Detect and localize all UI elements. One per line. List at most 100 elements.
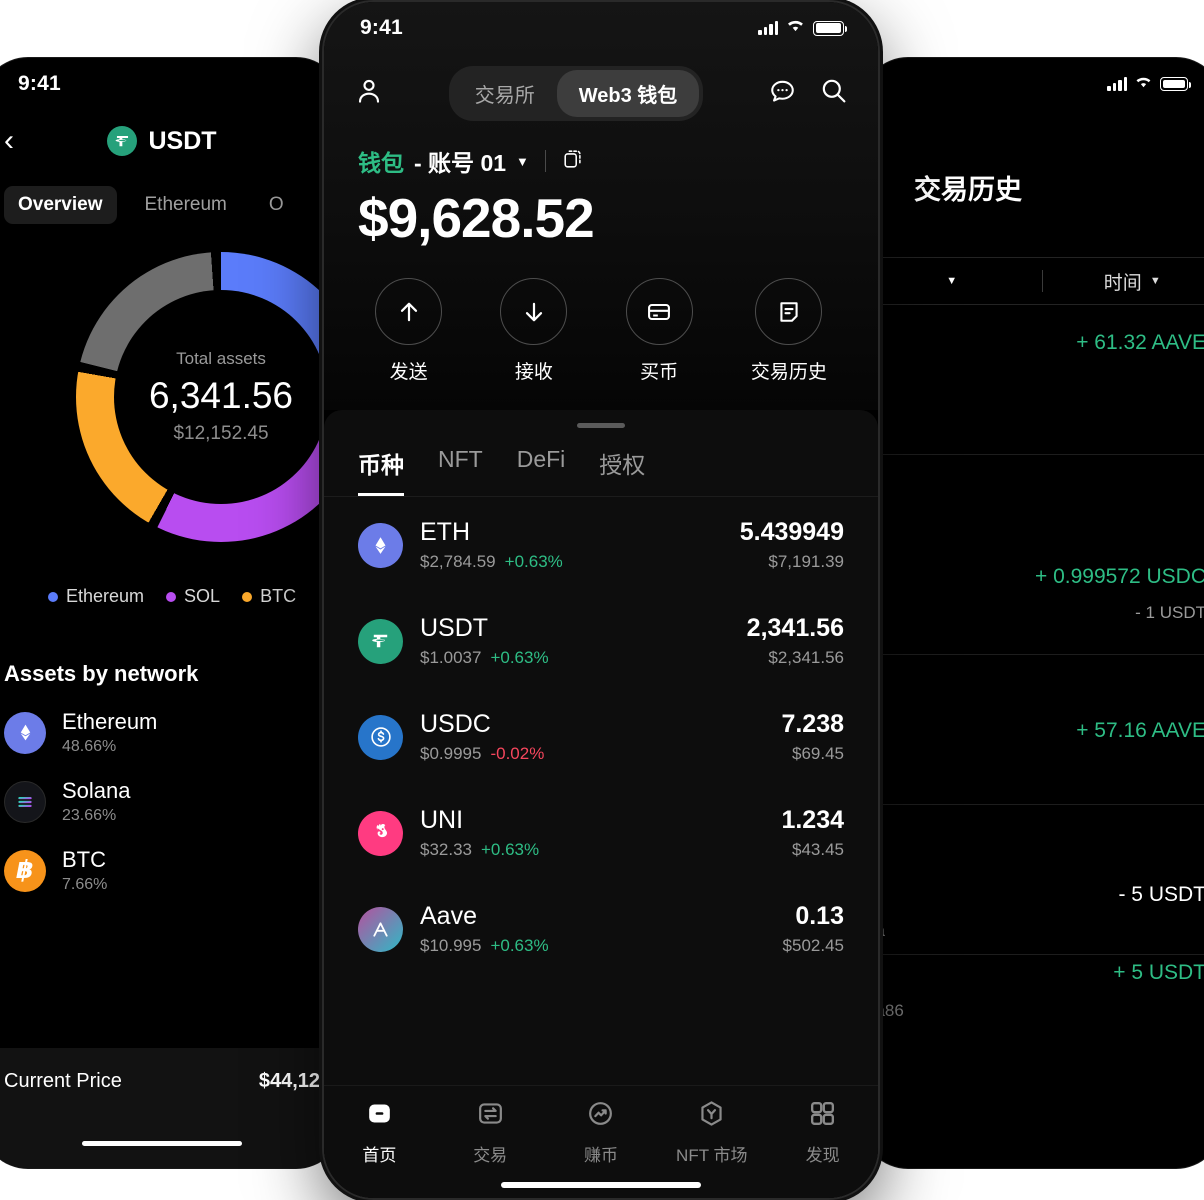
table-row[interactable]: + 57.16 AAVE bbox=[862, 655, 1204, 805]
network-row-solana[interactable]: Solana 23.66% bbox=[0, 756, 342, 825]
legend-label: BTC bbox=[260, 586, 297, 606]
token-balance: 5.439949 $7,191.39 bbox=[740, 518, 844, 572]
list-item[interactable]: USDT $1.0037 +0.63% 2,341.56 $2,341.56 bbox=[324, 593, 878, 689]
tx-amount: + 5 USDT bbox=[1113, 961, 1204, 984]
action-buy[interactable]: 买币 bbox=[625, 278, 693, 384]
arrow-up-icon bbox=[375, 278, 443, 345]
home-icon bbox=[364, 1098, 395, 1134]
quick-actions: 发送 接收 买币 bbox=[324, 250, 878, 402]
tab-overview[interactable]: Overview bbox=[4, 186, 117, 224]
bitcoin-icon: ฿ bbox=[4, 849, 46, 892]
nav-discover[interactable]: 发现 bbox=[775, 1098, 871, 1166]
nav-trade[interactable]: 交易 bbox=[442, 1098, 538, 1166]
segment-web3-wallet[interactable]: Web3 钱包 bbox=[556, 69, 700, 117]
donut-legend: Ethereum SOL BTC bbox=[0, 574, 342, 607]
table-row[interactable]: - 5 USDT 0a bbox=[862, 805, 1204, 955]
tab-coins[interactable]: 币种 bbox=[358, 446, 404, 496]
token-info: UNI $32.33 +0.63% bbox=[420, 806, 781, 860]
status-icons bbox=[758, 18, 847, 38]
network-name: Ethereum bbox=[62, 709, 158, 734]
list-item[interactable]: USDC $0.9995 -0.02% 7.238 $69.45 bbox=[324, 689, 878, 785]
tab-ethereum[interactable]: Ethereum bbox=[144, 194, 227, 215]
nav-label: 交易 bbox=[473, 1146, 508, 1165]
legend-item-sol: SOL bbox=[166, 586, 220, 607]
list-item[interactable]: UNI $32.33 +0.63% 1.234 $43.45 bbox=[324, 785, 878, 881]
token-price-row: $2,784.59 +0.63% bbox=[420, 552, 740, 572]
tab-approvals[interactable]: 授权 bbox=[599, 452, 646, 478]
token-symbol: Aave bbox=[420, 902, 477, 930]
chevron-left-icon[interactable]: ‹ bbox=[4, 124, 14, 157]
token-amount: 0.13 bbox=[795, 902, 844, 930]
table-row[interactable]: + 5 USDT ba86 bbox=[862, 955, 1204, 1105]
token-change: +0.63% bbox=[504, 552, 563, 571]
table-row[interactable]: + 61.32 AAVE bbox=[862, 305, 1204, 455]
left-phone-screen: 9:41 ‹ USDT Overview Ethereum O bbox=[0, 58, 342, 1168]
wallet-balance: $9,628.52 bbox=[358, 187, 595, 249]
token-price: $1.0037 bbox=[420, 648, 482, 667]
network-pct: 48.66% bbox=[62, 738, 117, 755]
nav-label: 赚币 bbox=[583, 1146, 618, 1165]
nav-earn[interactable]: 赚币 bbox=[553, 1098, 649, 1166]
filter-time[interactable]: 时间 ▼ bbox=[1043, 268, 1204, 295]
nav-nft-market[interactable]: NFT 市场 bbox=[664, 1098, 760, 1166]
segment-exchange[interactable]: 交易所 bbox=[474, 84, 535, 107]
front-phone-screen: 9:41 交易所 Web3 钱包 bbox=[324, 2, 878, 1198]
left-footer-bar: Current Price $44,12 bbox=[0, 1048, 342, 1168]
left-nav-title: USDT bbox=[0, 126, 342, 156]
aave-icon bbox=[358, 906, 403, 952]
token-change: -0.02% bbox=[490, 744, 545, 763]
list-item[interactable]: Aave $10.995 +0.63% 0.13 $502.45 bbox=[324, 881, 878, 977]
status-time: 9:41 bbox=[360, 16, 403, 39]
token-amount: 2,341.56 bbox=[746, 614, 844, 642]
token-usd: $2,341.56 bbox=[768, 648, 844, 667]
right-status-bar bbox=[862, 58, 1204, 110]
token-symbol: USDT bbox=[420, 614, 489, 642]
network-row-ethereum[interactable]: Ethereum 48.66% bbox=[0, 687, 342, 756]
legend-item-ethereum: Ethereum bbox=[48, 586, 144, 607]
bottom-nav: 首页 交易 赚币 bbox=[324, 1098, 878, 1166]
network-pct: 7.66% bbox=[62, 876, 108, 893]
nav-label: 发现 bbox=[805, 1146, 840, 1165]
wallet-selector[interactable]: 钱包 - 账号 01 ▼ bbox=[324, 120, 878, 178]
mode-segmented-control: 交易所 Web3 钱包 bbox=[448, 65, 704, 121]
token-amount: 5.439949 bbox=[739, 518, 844, 546]
tab-nft[interactable]: NFT bbox=[438, 446, 483, 472]
person-icon[interactable] bbox=[354, 76, 384, 111]
chevron-down-icon: ▼ bbox=[1149, 275, 1161, 287]
nav-home[interactable]: 首页 bbox=[331, 1098, 427, 1166]
legend-item-btc: BTC bbox=[242, 586, 296, 607]
token-price: $32.33 bbox=[420, 840, 472, 859]
action-send[interactable]: 发送 bbox=[375, 278, 443, 384]
copy-icon[interactable] bbox=[562, 147, 584, 176]
token-symbol: UNI bbox=[420, 806, 464, 834]
sheet-grabber[interactable] bbox=[577, 423, 625, 428]
action-receive[interactable]: 接收 bbox=[500, 278, 568, 384]
filter-left[interactable]: ▼ bbox=[946, 275, 958, 287]
signal-icon bbox=[1107, 77, 1127, 91]
credit-card-icon bbox=[625, 278, 693, 345]
ethereum-icon bbox=[358, 522, 403, 568]
wallet-account: - 账号 01 bbox=[414, 150, 507, 176]
arrow-down-icon bbox=[500, 278, 568, 345]
chevron-down-icon[interactable]: ▼ bbox=[516, 153, 529, 169]
chat-bubble-icon[interactable] bbox=[768, 76, 797, 110]
donut-center-labels: Total assets 6,341.56 $12,152.45 bbox=[76, 252, 342, 542]
action-history[interactable]: 交易历史 bbox=[751, 278, 827, 384]
search-icon[interactable] bbox=[819, 76, 848, 110]
token-change: +0.63% bbox=[490, 936, 549, 955]
network-row-btc[interactable]: ฿ BTC 7.66% bbox=[0, 825, 342, 894]
status-time: 9:41 bbox=[18, 72, 61, 95]
list-item[interactable]: ETH $2,784.59 +0.63% 5.439949 $7,191.39 bbox=[324, 497, 878, 593]
asset-sheet: 币种 NFT DeFi 授权 ETH $2,784.59 bbox=[324, 410, 878, 1198]
action-label: 交易历史 bbox=[750, 362, 827, 383]
status-icons bbox=[1107, 75, 1191, 94]
token-info: USDT $1.0037 +0.63% bbox=[420, 614, 747, 668]
bottom-nav-bar: 首页 交易 赚币 bbox=[324, 1085, 878, 1198]
table-row[interactable]: + 0.999572 USDC - 1 USDT bbox=[862, 455, 1204, 655]
tab-defi[interactable]: DeFi bbox=[516, 446, 566, 472]
token-usd: $7,191.39 bbox=[768, 552, 844, 571]
token-balance: 2,341.56 $2,341.56 bbox=[747, 614, 844, 668]
donut-total-value: 6,341.56 bbox=[148, 375, 294, 416]
tab-other[interactable]: O bbox=[268, 194, 284, 215]
token-amount: 1.234 bbox=[781, 806, 844, 834]
